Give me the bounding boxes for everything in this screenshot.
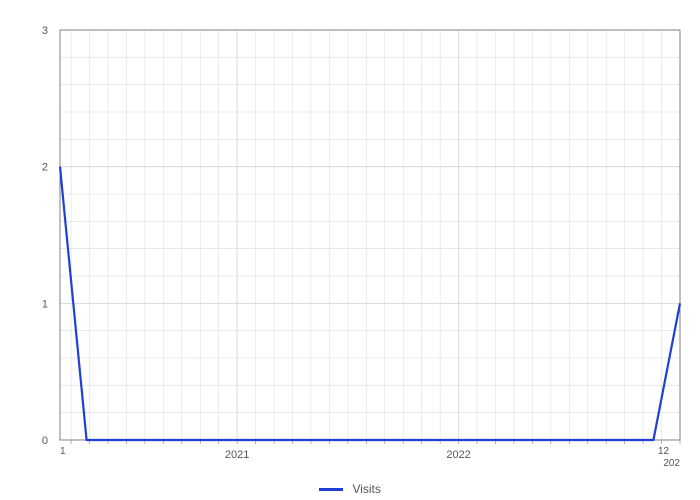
chart-legend: Visits	[0, 481, 700, 496]
svg-text:3: 3	[42, 25, 48, 37]
svg-text:12: 12	[658, 446, 670, 457]
legend-label: Visits	[352, 482, 380, 496]
svg-text:202: 202	[663, 458, 680, 469]
svg-text:2: 2	[42, 162, 48, 174]
legend-swatch	[319, 488, 343, 491]
svg-text:2021: 2021	[225, 449, 249, 461]
svg-text:0: 0	[42, 435, 48, 447]
visits-line-chart: 012320212022112202	[0, 0, 700, 500]
svg-text:2022: 2022	[446, 449, 470, 461]
svg-text:1: 1	[42, 298, 48, 310]
svg-text:1: 1	[60, 446, 66, 457]
